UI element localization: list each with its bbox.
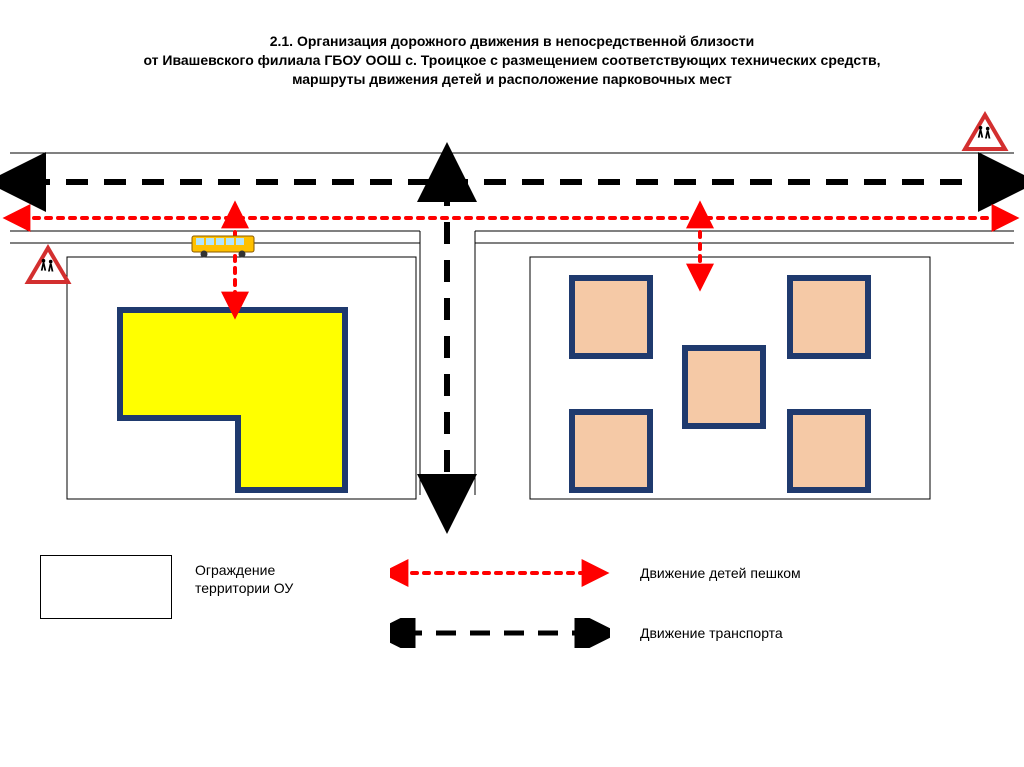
school-bus-icon bbox=[192, 236, 254, 258]
aux-sq-br bbox=[790, 412, 868, 490]
legend-children-label: Движение детей пешком bbox=[640, 565, 801, 581]
aux-building-group bbox=[572, 278, 868, 490]
aux-sq-tl bbox=[572, 278, 650, 356]
legend-fence-box bbox=[40, 555, 172, 619]
traffic-diagram-page: 2.1. Организация дорожного движения в не… bbox=[0, 0, 1024, 767]
children-sign-icon bbox=[28, 248, 68, 282]
legend-fence-label: Ограждениетерритории ОУ bbox=[195, 562, 385, 597]
legend-children-arrow-icon bbox=[390, 558, 610, 588]
aux-sq-tr bbox=[790, 278, 868, 356]
diagram-canvas bbox=[0, 0, 1024, 540]
legend-transport-label: Движение транспорта bbox=[640, 625, 783, 641]
aux-sq-bl bbox=[572, 412, 650, 490]
children-sign-icon bbox=[965, 115, 1005, 149]
aux-sq-center bbox=[685, 348, 763, 426]
legend-transport-arrow-icon bbox=[390, 618, 610, 648]
school-building bbox=[120, 310, 345, 490]
